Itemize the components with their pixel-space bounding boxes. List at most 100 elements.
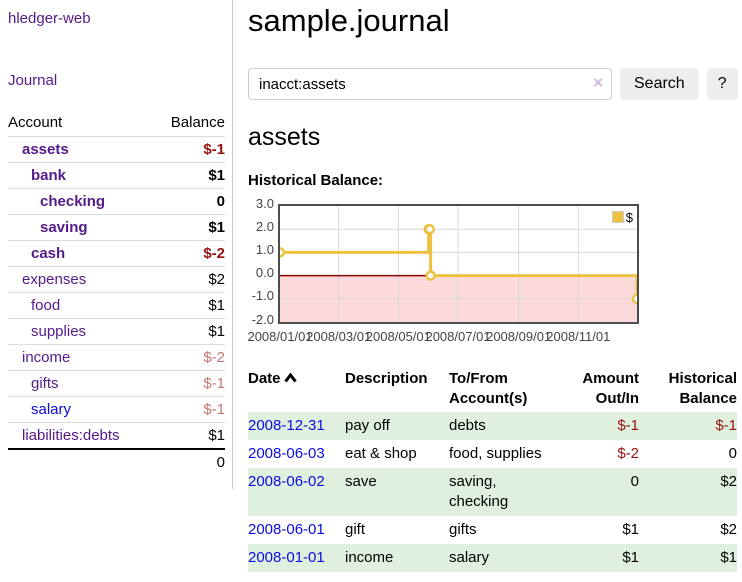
account-link[interactable]: liabilities:debts — [22, 427, 120, 444]
account-link[interactable]: saving — [40, 219, 88, 236]
account-balance: $1 — [154, 422, 225, 449]
register-table: Date Description To/From Account(s) Amou… — [248, 366, 737, 572]
account-row: expenses $2 — [8, 266, 225, 293]
sort-ascending-icon — [283, 369, 297, 389]
transaction-date-link[interactable]: 2008-12-31 — [248, 416, 325, 434]
account-balance: $1 — [154, 292, 225, 319]
transaction-description: gift — [345, 520, 366, 538]
search-form: × Search ? — [248, 68, 738, 101]
transaction-description: income — [345, 548, 394, 566]
sidebar-nav: Journal — [8, 72, 225, 90]
account-row: gifts $-1 — [8, 370, 225, 397]
account-balance: 0 — [154, 188, 225, 215]
account-row: liabilities:debts $1 — [8, 422, 225, 449]
transaction-date-link[interactable]: 2008-06-03 — [248, 444, 325, 462]
search-input[interactable] — [248, 68, 612, 101]
transaction-balance: $1 — [720, 548, 737, 566]
register-row: 2008-06-03 eat & shop food, supplies $-2… — [248, 440, 737, 468]
accounts-header-balance: Balance — [170, 114, 225, 131]
transaction-amount: $-1 — [617, 416, 639, 434]
account-balance: $1 — [154, 214, 225, 241]
y-axis-tick-label: -1.0 — [251, 288, 274, 304]
search-help-button[interactable]: ? — [706, 68, 738, 101]
account-link[interactable]: income — [22, 349, 71, 366]
transaction-description: save — [345, 472, 377, 490]
account-row: saving $1 — [8, 214, 225, 241]
account-balance: $-2 — [154, 240, 225, 267]
account-balance: $-2 — [154, 344, 225, 371]
account-link[interactable]: gifts — [31, 375, 59, 392]
account-balance: $-1 — [154, 136, 225, 163]
transaction-amount: $1 — [622, 520, 639, 538]
account-balance: $2 — [154, 266, 225, 293]
account-link[interactable]: supplies — [31, 323, 87, 340]
account-row: assets $-1 — [8, 136, 225, 163]
transaction-date-link[interactable]: 2008-01-01 — [248, 548, 325, 566]
x-axis-tick-label: 2008/11/01 — [546, 328, 611, 344]
account-link[interactable]: assets — [22, 141, 69, 158]
x-axis-tick-label: 2008/07/01 — [425, 328, 491, 344]
transaction-accounts: gifts — [449, 520, 477, 538]
accounts-table: Account Balance assets $-1 bank $1 checkin… — [8, 111, 225, 475]
register-header-amount: Amount Out/In — [582, 369, 639, 407]
account-balance: $1 — [154, 318, 225, 345]
register-row: 2008-06-01 gift gifts $1 $2 — [248, 516, 737, 544]
account-row: salary $-1 — [8, 396, 225, 423]
x-axis-tick-label: 2008/03/01 — [306, 328, 372, 344]
transaction-accounts: salary — [449, 548, 490, 566]
account-link[interactable]: expenses — [22, 271, 87, 288]
transaction-date-link[interactable]: 2008-06-02 — [248, 472, 325, 490]
register-row: 2008-12-31 pay off debts $-1 $-1 — [248, 411, 737, 440]
account-balance: $-1 — [154, 396, 225, 423]
chart-title: Historical Balance: — [248, 171, 384, 189]
y-axis-tick-label: -2.0 — [251, 311, 274, 327]
register-header-date-label: Date — [248, 369, 281, 387]
x-axis-tick-label: 2008/09/01 — [486, 328, 552, 344]
brand: hledger-web — [8, 10, 225, 28]
account-heading: assets — [248, 123, 321, 152]
transaction-balance: $2 — [720, 520, 737, 538]
account-row: food $1 — [8, 292, 225, 319]
transaction-accounts: food, supplies — [449, 444, 542, 462]
account-link[interactable]: food — [31, 297, 61, 314]
clear-search-icon[interactable]: × — [593, 73, 603, 93]
balance-chart: $ 3.0 2.0 1.0 0.0 -1.0 -2.0 2008/01/01 2008/03/… — [247, 196, 738, 346]
register-header-row: Date Description To/From Account(s) Amou… — [248, 366, 737, 412]
account-balance: $1 — [154, 162, 225, 189]
transaction-accounts: debts — [449, 416, 486, 434]
page-title: sample.journal — [248, 3, 450, 38]
accounts-header-row: Account Balance — [8, 111, 225, 137]
main-content: sample.journal × Search ? assets Histori… — [233, 0, 742, 572]
account-row: bank $1 — [8, 162, 225, 189]
account-row: income $-2 — [8, 344, 225, 371]
account-row: cash $-2 — [8, 240, 225, 267]
account-link[interactable]: salary — [31, 401, 72, 418]
transaction-description: pay off — [345, 416, 390, 434]
accounts-total-row: 0 — [8, 448, 225, 475]
register-header-date[interactable]: Date — [248, 366, 345, 412]
search-box: × — [248, 68, 612, 101]
x-axis-tick-label: 2008/01/01 — [247, 328, 313, 344]
register-header-accounts: To/From Account(s) — [449, 369, 528, 407]
register-header-balance: Historical Balance — [668, 369, 737, 407]
account-link[interactable]: checking — [40, 193, 106, 210]
account-link[interactable]: cash — [31, 245, 66, 262]
chart-legend: $ — [611, 209, 633, 225]
balance-chart-canvas — [280, 205, 637, 322]
sidebar: hledger-web Journal Account Balance asse… — [0, 0, 233, 489]
transaction-amount: 0 — [630, 472, 639, 490]
y-axis-tick-label: 1.0 — [255, 241, 274, 257]
nav-journal-link[interactable]: Journal — [8, 72, 58, 89]
transaction-balance: $-1 — [715, 416, 737, 434]
account-link[interactable]: bank — [31, 167, 67, 184]
search-button[interactable]: Search — [620, 68, 699, 101]
register-row: 2008-06-02 save saving, checking 0 $2 — [248, 467, 737, 516]
transaction-amount: $-2 — [617, 444, 639, 462]
transaction-date-link[interactable]: 2008-06-01 — [248, 520, 325, 538]
transaction-accounts: saving, checking — [449, 472, 509, 510]
legend-swatch-icon — [611, 211, 624, 224]
legend-label: $ — [625, 209, 633, 225]
transaction-description: eat & shop — [345, 444, 417, 462]
brand-link[interactable]: hledger-web — [8, 10, 91, 27]
